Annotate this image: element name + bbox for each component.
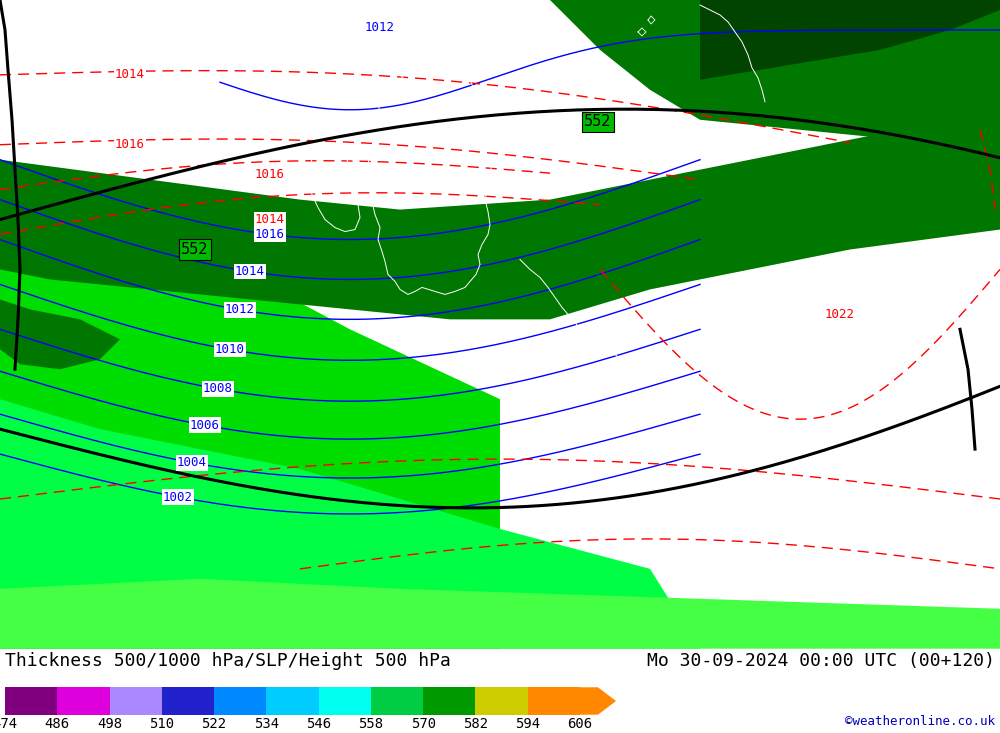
Text: 1014: 1014 — [235, 265, 265, 278]
Polygon shape — [580, 0, 1000, 70]
Polygon shape — [0, 299, 120, 369]
Text: 1012: 1012 — [225, 303, 255, 317]
Polygon shape — [700, 0, 1000, 80]
Bar — [266, 688, 319, 715]
Text: 594: 594 — [515, 717, 540, 731]
Bar — [371, 688, 423, 715]
Text: ©weatheronline.co.uk: ©weatheronline.co.uk — [845, 715, 995, 728]
Text: 474: 474 — [0, 717, 18, 731]
Text: 534: 534 — [254, 717, 279, 731]
Text: 1016: 1016 — [255, 168, 285, 181]
Text: 1008: 1008 — [203, 383, 233, 396]
Text: 1014: 1014 — [115, 68, 145, 81]
Polygon shape — [0, 399, 700, 649]
Text: 582: 582 — [463, 717, 488, 731]
Bar — [319, 688, 371, 715]
Text: 1010: 1010 — [215, 343, 245, 356]
Text: 510: 510 — [149, 717, 174, 731]
Text: 552: 552 — [584, 114, 612, 129]
Bar — [110, 688, 162, 715]
Bar — [162, 688, 214, 715]
Text: 498: 498 — [97, 717, 122, 731]
FancyArrow shape — [580, 688, 616, 715]
Text: 606: 606 — [567, 717, 593, 731]
Bar — [423, 688, 475, 715]
Polygon shape — [550, 0, 1000, 150]
Polygon shape — [0, 579, 1000, 649]
Text: Mo 30-09-2024 00:00 UTC (00+120): Mo 30-09-2024 00:00 UTC (00+120) — [647, 652, 995, 670]
Text: 1016: 1016 — [255, 228, 285, 241]
Text: 486: 486 — [45, 717, 70, 731]
Text: 1014: 1014 — [255, 213, 285, 226]
Text: 546: 546 — [306, 717, 331, 731]
Text: 522: 522 — [202, 717, 227, 731]
Text: 1002: 1002 — [163, 490, 193, 504]
Bar — [528, 688, 580, 715]
Text: 1022: 1022 — [825, 308, 855, 321]
Bar — [475, 688, 528, 715]
Text: Thickness 500/1000 hPa/SLP/Height 500 hPa: Thickness 500/1000 hPa/SLP/Height 500 hP… — [5, 652, 451, 670]
Text: 552: 552 — [181, 242, 209, 257]
Bar — [5, 688, 57, 715]
Text: 570: 570 — [411, 717, 436, 731]
Bar — [214, 688, 266, 715]
Text: 1016: 1016 — [115, 139, 145, 151]
Polygon shape — [0, 100, 1000, 320]
Text: 1012: 1012 — [365, 21, 395, 34]
Text: 1006: 1006 — [190, 419, 220, 432]
Text: 1004: 1004 — [177, 456, 207, 469]
Text: 558: 558 — [358, 717, 383, 731]
Polygon shape — [0, 199, 500, 649]
Bar — [57, 688, 110, 715]
